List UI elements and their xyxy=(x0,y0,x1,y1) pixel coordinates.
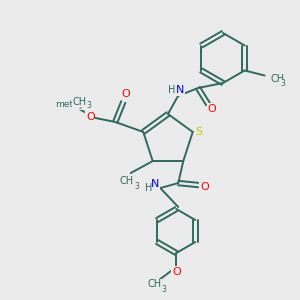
Text: 3: 3 xyxy=(162,284,167,293)
Text: CH: CH xyxy=(147,279,161,289)
Text: 3: 3 xyxy=(86,101,91,110)
Text: O: O xyxy=(86,112,94,122)
Text: H: H xyxy=(145,183,152,193)
Text: 3: 3 xyxy=(134,182,139,190)
Text: O: O xyxy=(200,182,209,192)
Text: methyl: methyl xyxy=(0,299,1,300)
Text: O: O xyxy=(121,89,130,99)
Text: S: S xyxy=(195,127,202,137)
Text: CH: CH xyxy=(72,97,86,107)
Text: N: N xyxy=(151,179,160,189)
Text: 3: 3 xyxy=(281,79,286,88)
Text: O: O xyxy=(208,104,216,114)
Text: CH: CH xyxy=(271,74,285,83)
Text: CH: CH xyxy=(120,176,134,186)
Text: H: H xyxy=(168,85,176,95)
Text: methyl: methyl xyxy=(56,100,87,109)
Text: N: N xyxy=(176,85,184,95)
Text: O: O xyxy=(172,267,181,277)
